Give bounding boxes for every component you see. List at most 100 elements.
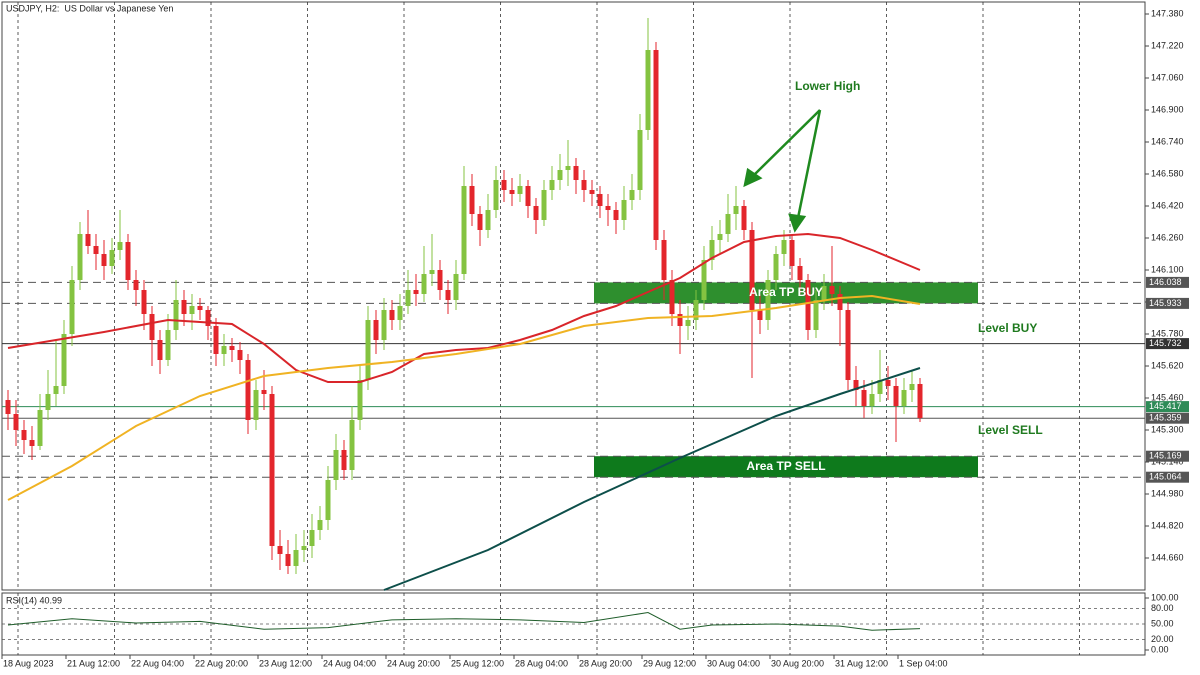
candle-body <box>77 234 83 280</box>
candle-body <box>797 266 803 280</box>
candle-body <box>237 350 243 360</box>
price-tag-label: 145.064 <box>1149 472 1182 482</box>
candle-body <box>173 300 179 330</box>
zone-label: Area TP SELL <box>746 459 825 473</box>
candle-body <box>773 254 779 280</box>
candle-body <box>509 190 515 194</box>
candle-body <box>853 380 859 390</box>
zone-label: Area TP BUY <box>749 285 823 299</box>
candle-body <box>157 340 163 360</box>
candle-body <box>517 186 523 194</box>
candle-body <box>477 214 483 230</box>
rsi-tick-label: 50.00 <box>1151 618 1174 628</box>
candle-body <box>461 186 467 274</box>
price-tag-label: 145.417 <box>1149 401 1182 411</box>
candle-body <box>573 166 579 180</box>
candle-body <box>165 330 171 360</box>
candle-body <box>189 306 195 314</box>
candle-body <box>85 234 91 246</box>
candle-body <box>285 554 291 566</box>
x-tick-label: 22 Aug 04:00 <box>131 658 184 668</box>
candle-body <box>277 546 283 554</box>
arrow <box>796 109 822 219</box>
moving-average <box>7 294 921 501</box>
candle-body <box>61 334 67 386</box>
candle-body <box>781 240 787 254</box>
candle-body <box>21 430 27 440</box>
candle-body <box>765 280 771 320</box>
candle-body <box>229 346 235 350</box>
candle-body <box>197 306 203 310</box>
candle-body <box>253 390 259 420</box>
candle-body <box>405 290 411 306</box>
rsi-tick-label: 100.00 <box>1151 592 1179 602</box>
candle-body <box>221 346 227 354</box>
candle-body <box>293 550 299 566</box>
zone <box>594 456 978 478</box>
candle-body <box>109 250 115 266</box>
price-tag <box>1146 297 1189 309</box>
annotation: Level BUY <box>978 321 1037 335</box>
candle-body <box>885 380 891 386</box>
candle-body <box>541 190 547 220</box>
y-tick-label: 146.900 <box>1151 104 1184 114</box>
y-tick-label: 145.780 <box>1151 328 1184 338</box>
candle-body <box>125 242 131 280</box>
candle-body <box>37 410 43 446</box>
y-tick-label: 147.060 <box>1151 72 1184 82</box>
candle-body <box>909 384 915 390</box>
y-tick-label: 146.740 <box>1151 136 1184 146</box>
candle-body <box>389 310 395 320</box>
candle-body <box>605 206 611 210</box>
rsi-tick-label: 0.00 <box>1151 644 1169 654</box>
candle-body <box>309 530 315 546</box>
candle-body <box>589 190 595 194</box>
candle-body <box>317 520 323 530</box>
candle-body <box>493 180 499 210</box>
candle-body <box>525 186 531 206</box>
price-tag <box>1146 471 1189 483</box>
candle-body <box>117 242 123 250</box>
candle-body <box>397 306 403 320</box>
x-tick-label: 23 Aug 12:00 <box>259 658 312 668</box>
candle-body <box>13 414 19 430</box>
candle-body <box>709 240 715 260</box>
candle-body <box>245 360 251 420</box>
rsi-title: RSI(14) 40.99 <box>6 595 62 605</box>
rsi-line <box>7 612 921 631</box>
price-tag-label: 145.169 <box>1149 451 1182 461</box>
x-tick-label: 31 Aug 12:00 <box>835 658 888 668</box>
candle-body <box>597 194 603 206</box>
candle-body <box>269 394 275 546</box>
y-tick-label: 147.380 <box>1151 8 1184 18</box>
candle-body <box>701 260 707 300</box>
x-tick-label: 30 Aug 04:00 <box>707 658 760 668</box>
candle-body <box>749 230 755 310</box>
arrow-head <box>743 167 763 188</box>
x-tick-label: 18 Aug 2023 <box>3 658 54 668</box>
candle-body <box>549 180 555 190</box>
candle-body <box>469 186 475 214</box>
candle-body <box>421 274 427 294</box>
candle-body <box>821 286 827 300</box>
candle-body <box>213 326 219 354</box>
price-tag-label: 146.038 <box>1149 277 1182 287</box>
candle-body <box>325 480 331 520</box>
candle-body <box>645 50 651 130</box>
candle-body <box>693 300 699 320</box>
price-tag <box>1146 338 1189 350</box>
x-tick-label: 22 Aug 20:00 <box>195 658 248 668</box>
x-tick-label: 28 Aug 20:00 <box>579 658 632 668</box>
candle-body <box>629 190 635 200</box>
candle-body <box>877 380 883 394</box>
y-tick-label: 144.820 <box>1151 520 1184 530</box>
candle-body <box>429 270 435 274</box>
candle-body <box>453 274 459 300</box>
candle-body <box>653 50 659 240</box>
price-tag-label: 145.933 <box>1149 298 1182 308</box>
candle-body <box>869 394 875 406</box>
candle-body <box>757 310 763 320</box>
candle-body <box>413 290 419 294</box>
candle-body <box>261 390 267 394</box>
candle-body <box>845 310 851 380</box>
